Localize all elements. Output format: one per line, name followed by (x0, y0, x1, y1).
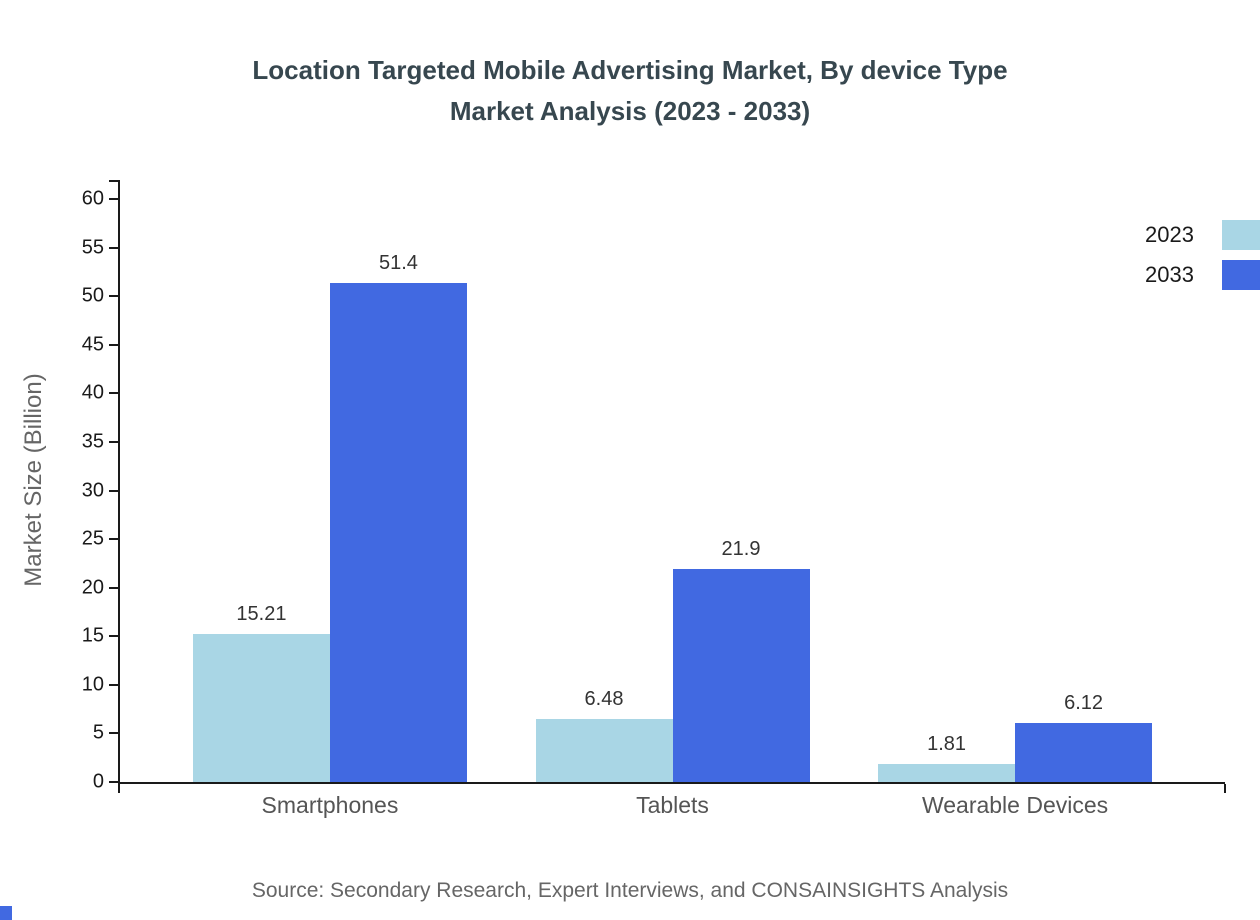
y-tick-30 (109, 489, 118, 492)
y-tick-label-60: 60 (81, 187, 104, 210)
y-tick-55 (109, 246, 118, 249)
y-tick-label-20: 20 (81, 576, 104, 599)
category-label-2: Wearable Devices (921, 792, 1109, 818)
category-label-1: Tablets (636, 792, 709, 818)
y-tick-10 (109, 683, 118, 686)
y-tick-label-25: 25 (81, 527, 104, 550)
x-axis-end-tick-right (1224, 784, 1226, 793)
legend-label-2033: 2033 (1145, 262, 1194, 287)
y-tick-label-50: 50 (81, 284, 104, 307)
chart-title-line1: Location Targeted Mobile Advertising Mar… (252, 55, 1008, 85)
legend-swatch-2033 (1222, 260, 1260, 290)
legend-swatch-2023 (1222, 220, 1260, 250)
y-tick-label-10: 10 (81, 673, 104, 696)
y-tick-label-15: 15 (81, 624, 104, 647)
category-label-0: Smartphones (261, 792, 399, 818)
y-tick-25 (109, 538, 118, 541)
bar-2023-tablets (535, 719, 673, 782)
y-tick-15 (109, 635, 118, 638)
corner-artifact (0, 906, 12, 920)
y-tick-0 (109, 781, 118, 783)
source-note: Source: Secondary Research, Expert Inter… (251, 879, 1009, 902)
value-label-2023-1: 6.48 (584, 688, 624, 711)
value-label-2023-2: 1.81 (927, 733, 967, 756)
bar-2033-smartphones (329, 282, 467, 782)
plot-area: 0 5 10 15 20 25 30 35 40 45 50 55 60 Smartphones 15.21… (82, 180, 1226, 818)
y-tick-40 (109, 392, 118, 395)
value-label-2033-0: 51.4 (378, 251, 418, 274)
bar-2033-tablets (672, 569, 810, 782)
y-tick-45 (109, 343, 118, 346)
y-tick-label-40: 40 (81, 381, 104, 404)
chart-title-line2: Market Analysis (2023 - 2033) (449, 96, 811, 126)
y-tick-label-45: 45 (81, 333, 104, 356)
y-axis-end-tick (109, 180, 118, 182)
y-tick-35 (109, 440, 118, 443)
legend-item-2033: 2033 (1145, 260, 1260, 290)
y-tick-60 (109, 198, 118, 200)
y-tick-20 (109, 586, 118, 589)
value-label-2033-2: 6.12 (1064, 691, 1104, 714)
y-tick-label-5: 5 (92, 721, 104, 744)
bar-2023-wearable-devices (878, 764, 1016, 782)
chart-title: Location Targeted Mobile Advertising Mar… (0, 50, 1260, 132)
bar-2023-smartphones (192, 634, 330, 782)
value-label-2023-0: 15.21 (236, 603, 287, 626)
y-axis-title: Market Size (Billion) (20, 373, 47, 587)
y-tick-label-35: 35 (81, 430, 104, 453)
legend: 2023 2033 (1145, 220, 1260, 290)
y-tick-label-30: 30 (81, 479, 104, 501)
legend-label-2023: 2023 (1145, 222, 1194, 247)
bar-2033-wearable-devices (1015, 722, 1153, 782)
y-tick-label-0: 0 (92, 770, 104, 793)
y-tick-50 (109, 295, 118, 298)
y-tick-label-55: 55 (81, 236, 104, 259)
y-tick-5 (109, 732, 118, 735)
legend-item-2023: 2023 (1145, 220, 1260, 250)
x-axis-end-tick-left (118, 784, 120, 793)
value-label-2033-1: 21.9 (721, 538, 761, 561)
